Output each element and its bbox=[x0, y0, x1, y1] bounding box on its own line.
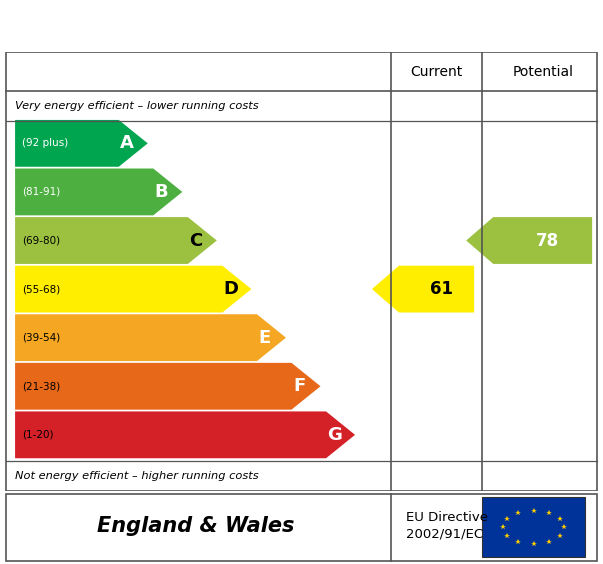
Text: (55-68): (55-68) bbox=[22, 284, 60, 294]
Polygon shape bbox=[15, 169, 182, 215]
Text: Current: Current bbox=[411, 65, 463, 79]
Text: Not energy efficient – higher running costs: Not energy efficient – higher running co… bbox=[15, 471, 259, 481]
Text: 78: 78 bbox=[536, 231, 559, 249]
Polygon shape bbox=[15, 120, 148, 167]
Text: (21-38): (21-38) bbox=[22, 381, 60, 391]
Text: (92 plus): (92 plus) bbox=[22, 138, 69, 148]
Polygon shape bbox=[15, 266, 251, 312]
Polygon shape bbox=[15, 314, 286, 361]
Text: 61: 61 bbox=[430, 280, 453, 298]
Text: (1-20): (1-20) bbox=[22, 430, 54, 440]
Text: A: A bbox=[120, 134, 134, 152]
Text: E: E bbox=[259, 329, 271, 347]
Polygon shape bbox=[466, 217, 592, 264]
Text: Very energy efficient – lower running costs: Very energy efficient – lower running co… bbox=[15, 101, 259, 111]
Text: Energy Efficiency Rating: Energy Efficiency Rating bbox=[18, 14, 363, 38]
Text: F: F bbox=[293, 377, 305, 395]
Polygon shape bbox=[15, 217, 217, 264]
Text: (39-54): (39-54) bbox=[22, 333, 60, 343]
Polygon shape bbox=[372, 266, 474, 312]
Polygon shape bbox=[15, 411, 355, 459]
Text: G: G bbox=[327, 426, 343, 444]
Text: C: C bbox=[189, 231, 203, 249]
Text: D: D bbox=[224, 280, 239, 298]
Polygon shape bbox=[15, 363, 320, 409]
Text: England & Wales: England & Wales bbox=[96, 516, 294, 536]
Text: B: B bbox=[155, 183, 168, 201]
Text: (81-91): (81-91) bbox=[22, 187, 60, 197]
Bar bbox=[482, 497, 585, 557]
Text: Potential: Potential bbox=[512, 65, 573, 79]
Text: EU Directive
2002/91/EC: EU Directive 2002/91/EC bbox=[406, 511, 488, 541]
Text: (69-80): (69-80) bbox=[22, 236, 60, 245]
